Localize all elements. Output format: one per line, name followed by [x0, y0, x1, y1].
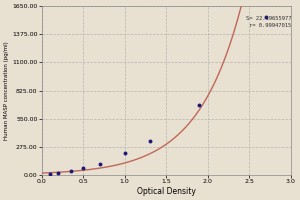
Point: [147, 140, 152, 143]
Text: S= 22.19655977
r= 0.99947015: S= 22.19655977 r= 0.99947015: [245, 16, 291, 28]
Point: [47, 172, 52, 176]
Point: [98, 162, 102, 165]
Point: [264, 16, 268, 19]
Point: [197, 104, 202, 107]
Point: [68, 169, 73, 172]
Point: [56, 172, 61, 175]
Point: [122, 152, 127, 155]
Point: [81, 167, 85, 170]
X-axis label: Optical Density: Optical Density: [137, 187, 196, 196]
Y-axis label: Human MASP concentration (pg/ml): Human MASP concentration (pg/ml): [4, 41, 9, 140]
